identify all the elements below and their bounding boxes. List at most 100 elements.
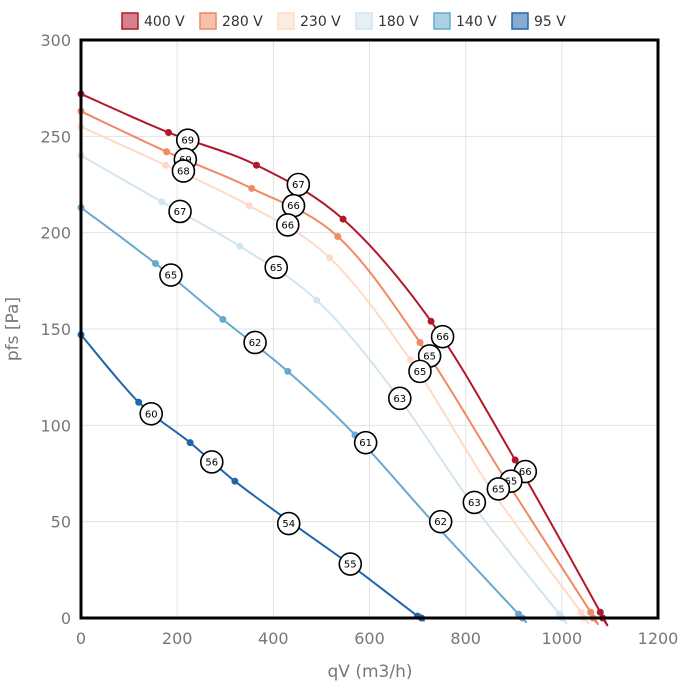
data-point <box>326 254 334 262</box>
efficiency-badge <box>276 511 301 536</box>
efficiency-label: 65 <box>159 263 183 287</box>
data-point <box>427 317 435 325</box>
efficiency-label-text: 65 <box>414 367 427 378</box>
y-tick-label: 50 <box>51 513 71 532</box>
series-line <box>80 93 609 627</box>
efficiency-badge <box>387 386 412 411</box>
series-line <box>80 334 425 622</box>
efficiency-badge <box>408 359 432 384</box>
data-point <box>186 439 194 447</box>
efficiency-label: 65 <box>486 477 511 501</box>
legend-swatch <box>355 12 373 30</box>
efficiency-label-text: 65 <box>492 484 505 495</box>
data-point <box>577 608 585 616</box>
legend-label: 280 V <box>222 14 263 30</box>
y-tick-label: 300 <box>40 31 71 50</box>
x-tick-label: 1200 <box>638 629 679 648</box>
efficiency-label: 68 <box>171 159 196 183</box>
legend-item[interactable]: 95 V <box>511 12 566 30</box>
efficiency-label-text: 66 <box>519 467 532 478</box>
efficiency-label: 66 <box>275 213 300 237</box>
efficiency-label: 55 <box>338 552 363 576</box>
gridlines <box>80 39 659 619</box>
efficiency-label: 65 <box>264 255 289 280</box>
efficiency-label-text: 60 <box>145 409 158 420</box>
plot-frame <box>79 38 660 620</box>
efficiency-badge <box>159 263 183 287</box>
efficiency-label: 67 <box>286 172 311 197</box>
efficiency-label-text: 68 <box>177 167 190 178</box>
efficiency-label-text: 69 <box>181 136 194 147</box>
data-point <box>219 315 227 323</box>
data-point <box>253 161 261 169</box>
efficiency-badge <box>199 450 224 474</box>
efficiency-label-text: 62 <box>249 338 262 349</box>
legend-label: 180 V <box>378 14 419 30</box>
legend-item[interactable]: 230 V <box>277 12 341 30</box>
efficiency-badge <box>264 255 289 280</box>
efficiency-label: 63 <box>462 490 487 515</box>
efficiency-label-text: 54 <box>282 519 295 530</box>
x-tick-label: 800 <box>450 629 481 648</box>
data-point <box>406 356 414 364</box>
efficiency-badge <box>428 509 453 534</box>
y-tick-label: 100 <box>40 416 71 435</box>
data-point <box>165 128 173 136</box>
x-tick-label: 400 <box>258 629 289 648</box>
efficiency-label: 69 <box>175 128 200 152</box>
efficiency-label-text: 55 <box>344 560 357 571</box>
legend-item[interactable]: 400 V <box>121 12 185 30</box>
data-point <box>339 215 347 223</box>
tick-labels: 0 200 400 600 800 1000 1200 0 50 100 150 200 250 300 <box>40 31 678 648</box>
legend-swatch <box>199 12 217 30</box>
efficiency-label-text: 66 <box>287 201 300 212</box>
data-point <box>158 198 166 206</box>
y-tick-label: 200 <box>40 224 71 243</box>
legend-label: 95 V <box>534 14 566 30</box>
y-tick-label: 0 <box>61 609 71 628</box>
x-tick-label: 600 <box>354 629 385 648</box>
efficiency-badge <box>243 330 267 355</box>
data-point <box>248 184 256 192</box>
y-tick-label: 250 <box>40 127 71 146</box>
efficiency-label-text: 61 <box>359 438 372 449</box>
efficiency-label-text: 65 <box>165 271 178 282</box>
efficiency-badge <box>486 477 511 501</box>
x-axis-title: qV (m3/h) <box>328 662 413 682</box>
data-point <box>231 477 239 485</box>
efficiency-label-text: 56 <box>205 457 218 468</box>
data-point <box>596 608 604 616</box>
legend-label: 400 V <box>144 14 185 30</box>
efficiency-label-text: 67 <box>174 207 187 218</box>
series-layer <box>77 90 609 627</box>
series-line <box>80 110 599 626</box>
data-point <box>163 148 171 156</box>
legend-item[interactable]: 140 V <box>433 12 497 30</box>
efficiency-badge <box>275 213 300 237</box>
legend-item[interactable]: 280 V <box>199 12 263 30</box>
efficiency-badge <box>338 552 363 576</box>
series-95v <box>77 331 425 622</box>
data-point <box>152 259 160 267</box>
legend: 400 V 280 V 230 V 180 V 140 V 95 V <box>121 12 566 30</box>
legend-label: 230 V <box>300 14 341 30</box>
data-point <box>511 456 519 464</box>
legend-item[interactable]: 180 V <box>355 12 419 30</box>
x-tick-label: 1000 <box>541 629 582 648</box>
efficiency-label-text: 63 <box>393 394 406 405</box>
efficiency-label: 62 <box>243 330 267 355</box>
efficiency-label-text: 67 <box>292 180 305 191</box>
data-point <box>587 608 595 616</box>
y-tick-label: 150 <box>40 320 71 339</box>
data-point <box>416 338 424 346</box>
data-point <box>236 242 244 250</box>
efficiency-label: 56 <box>199 450 224 474</box>
efficiency-label-text: 65 <box>270 263 283 274</box>
data-point <box>135 398 143 406</box>
data-point <box>245 202 253 210</box>
legend-swatch <box>277 12 295 30</box>
efficiency-label: 63 <box>387 386 412 411</box>
y-axis-title: pfs [Pa] <box>3 297 23 361</box>
data-point <box>334 233 342 241</box>
